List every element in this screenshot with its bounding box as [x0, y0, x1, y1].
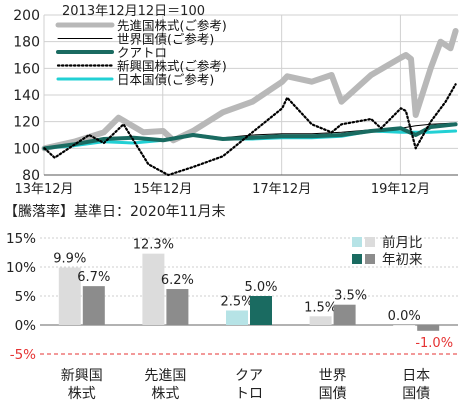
legend-label: 先進国株式(ご参考) — [117, 18, 227, 33]
line-chart-subtitle: 2013年12月12日＝100 — [62, 4, 205, 19]
bar-category-label: 国債 — [319, 386, 347, 402]
bar-chart-bars: 9.9% 6.7% 新興国株式 12.3% 6.2% 先進国株式 2.5%5.0% クアトロ 1… — [53, 238, 453, 402]
bar-prev-month-0 — [58, 267, 81, 325]
bar-y-tick-label: 10% — [6, 260, 36, 276]
bar-value-label: 12.3% — [133, 238, 174, 253]
bar-category-label: 新興国 — [61, 368, 103, 384]
bar-value-label: 1.5% — [304, 300, 337, 315]
bar-category-label: クア — [235, 368, 263, 384]
y-tick-label: 200 — [13, 8, 40, 24]
y-tick-label: 160 — [13, 61, 40, 77]
y-tick-label: 80 — [22, 168, 40, 184]
bar-prev-month-4 — [393, 325, 416, 326]
bar-prev-month-3 — [309, 316, 332, 325]
y-tick-label: 180 — [13, 35, 40, 51]
bar-value-label: 5.0% — [244, 280, 277, 295]
bar-value-label: 2.5% — [220, 295, 253, 310]
bar-y-tick-label: -5% — [10, 347, 36, 363]
bar-legend-swatch — [352, 237, 362, 247]
bar-category-label: 世界 — [319, 368, 347, 384]
x-tick-label: 19年12月 — [371, 182, 430, 197]
line-chart-grid: 80 100 120 140 160 180 200 13年12月 15年12月 17年12月 19… — [13, 8, 458, 197]
bar-category-label: 日本 — [402, 368, 430, 384]
index-line-chart: 80 100 120 140 160 180 200 13年12月 15年12月 17年12月 19… — [13, 4, 459, 197]
bar-legend-label: 前月比 — [382, 234, 423, 251]
x-tick-label: 13年12月 — [14, 182, 73, 197]
bar-prev-month-2 — [226, 310, 248, 325]
bar-value-label: -1.0% — [415, 336, 453, 351]
bar-ytd-0 — [82, 286, 105, 325]
bar-chart-grid: 15% 10% 5% 0% -5% — [6, 231, 458, 363]
bar-category-label: 株式 — [68, 386, 96, 402]
legend-label: 日本国債(ご参考) — [117, 72, 214, 87]
y-tick-label: 140 — [13, 88, 40, 104]
bar-ytd-1 — [166, 289, 189, 325]
series-line-thick-teal — [42, 122, 458, 151]
x-tick-label: 17年12月 — [252, 182, 311, 197]
bar-value-label: 6.2% — [161, 273, 194, 288]
bar-value-label: 3.5% — [334, 289, 367, 304]
legend-label: 新興国株式(ご参考) — [117, 59, 227, 74]
y-tick-label: 100 — [13, 141, 40, 157]
series-line-thick-gray — [41, 28, 459, 152]
bar-ytd-4 — [417, 325, 440, 331]
bar-legend-swatch — [365, 237, 375, 247]
line-chart-legend: 先進国株式(ご参考)世界国債(ご参考)クアトロ新興国株式(ご参考)日本国債(ご参… — [55, 18, 227, 87]
bar-y-tick-label: 5% — [15, 289, 37, 305]
y-tick-label: 120 — [13, 115, 40, 131]
bar-chart-title: 【騰落率】基準日：2020年11月末 — [4, 203, 225, 220]
bar-value-label: 0.0% — [388, 309, 421, 324]
bar-y-tick-label: 0% — [15, 318, 37, 334]
bar-prev-month-1 — [142, 253, 165, 325]
bar-y-tick-label: 15% — [6, 231, 36, 247]
bar-value-label: 6.7% — [77, 270, 110, 285]
bar-category-label: トロ — [235, 386, 263, 402]
bar-legend-label: 年初来 — [382, 251, 423, 268]
bar-category-label: 国債 — [402, 386, 430, 402]
bar-legend-swatch — [365, 254, 375, 264]
bar-value-label: 9.9% — [53, 252, 86, 267]
x-tick-label: 15年12月 — [133, 182, 192, 197]
legend-label: クアトロ — [117, 45, 167, 60]
legend-label: 世界国債(ご参考) — [117, 32, 214, 47]
bar-category-label: 先進国 — [144, 368, 186, 384]
line-chart-series — [41, 28, 459, 177]
bar-ytd-2 — [250, 296, 272, 325]
bar-ytd-3 — [333, 304, 356, 325]
bar-category-label: 株式 — [151, 386, 179, 402]
bar-legend-swatch — [352, 254, 362, 264]
series-line-dotted-black — [43, 83, 457, 177]
